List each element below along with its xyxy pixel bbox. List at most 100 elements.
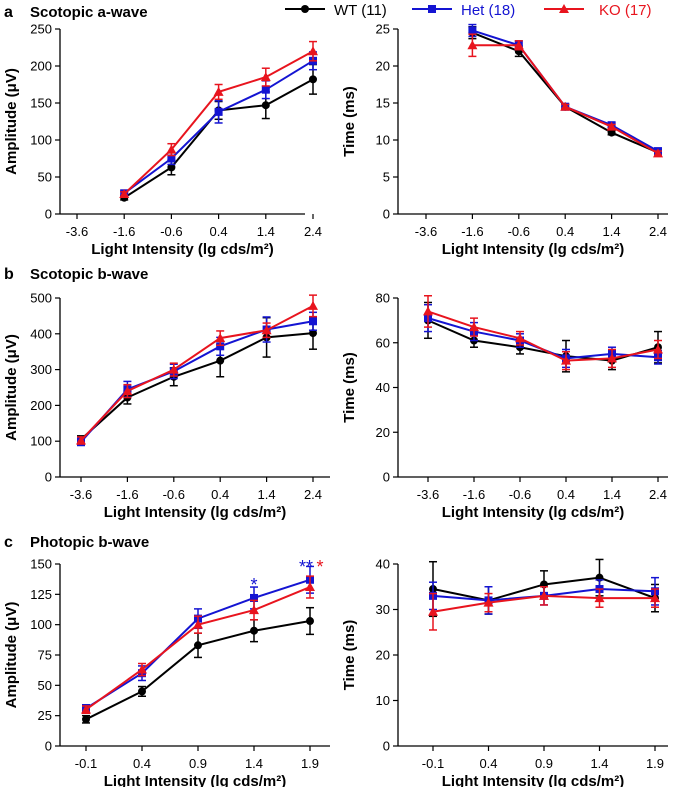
legend-label-wt: WT (11): [334, 2, 387, 19]
series-het-b-amplitude: [77, 311, 317, 447]
data-point-het: [261, 85, 270, 94]
data-point-ko: [249, 605, 259, 615]
data-point-ko: [76, 435, 86, 445]
x-tick-label-a-amplitude: 2.4: [304, 224, 322, 239]
series-line-wt: [427, 319, 659, 362]
x-tick-label-a-time: -3.6: [415, 224, 437, 239]
x-tick-label-b-time: 1.4: [603, 487, 621, 502]
significance-marker-c-amplitude: *: [250, 575, 257, 595]
series-ko-b-amplitude: [76, 294, 318, 445]
y-tick-label-c-time: 10: [376, 693, 390, 708]
data-point-ko: [119, 189, 130, 199]
data-point-wt: [82, 715, 90, 724]
data-point-ko: [166, 144, 177, 154]
data-point-het: [216, 342, 225, 351]
panel-a-letter: a: [4, 4, 13, 21]
y-tick-label-a-time: 5: [383, 170, 390, 185]
series-ko-c-amplitude: [81, 575, 315, 714]
data-point-wt: [138, 687, 146, 696]
y-tick-label-c-amplitude: 25: [38, 708, 52, 723]
data-point-wt: [309, 75, 317, 84]
x-tick-label-c-amplitude: 0.9: [189, 756, 207, 771]
series-ko-a-amplitude: [119, 40, 318, 199]
x-tick-label-a-amplitude: -1.6: [113, 224, 135, 239]
data-point-wt: [194, 641, 202, 650]
series-ko-b-time: [423, 295, 663, 371]
x-tick-label-a-time: 2.4: [649, 224, 667, 239]
significance-marker-c-amplitude: **: [299, 557, 313, 577]
series-wt-b-time: [424, 301, 662, 373]
data-point-ko: [607, 353, 617, 363]
y-tick-label-c-time: 0: [383, 739, 390, 754]
y-tick-label-a-amplitude: 0: [45, 207, 52, 222]
plot-b-amplitude: 0 100 200 300 400 500 -3.6 -1.6 -0.6 0.4 1.4 2.4 Lig…: [3, 291, 330, 521]
legend-marker-het: [428, 5, 436, 13]
x-tick-label-b-amplitude: -0.6: [163, 487, 185, 502]
x-tick-label-b-time: 0.4: [557, 487, 575, 502]
y-tick-label-c-amplitude: 125: [30, 587, 52, 602]
panel-c-title: Photopic b-wave: [30, 534, 149, 551]
x-tick-label-c-amplitude: -0.1: [75, 756, 97, 771]
legend-entry-ko: KO (17): [544, 2, 652, 19]
y-tick-label-a-time: 25: [376, 22, 390, 37]
x-axis-label-a-amplitude: Light Intensity (lg cds/m²): [91, 241, 274, 258]
legend-marker-wt: [301, 5, 309, 13]
series-line-het: [472, 29, 659, 152]
x-axis-label-a-time: Light Intensity (lg cds/m²): [442, 241, 625, 258]
y-tick-label-a-amplitude: 150: [30, 96, 52, 111]
series-het-a-time: [468, 23, 662, 156]
data-point-wt: [309, 329, 317, 338]
x-axis-label-c-time: Light Intensity (lg cds/m²): [442, 773, 625, 787]
x-tick-label-b-amplitude: 2.4: [304, 487, 322, 502]
plot-c-time: 0 10 20 30 40 -0.1 0.4 0.9 1.4 1.9 Light Intensity…: [341, 557, 668, 790]
data-point-ko: [308, 46, 318, 56]
panel-b-letter: b: [4, 266, 14, 283]
data-point-ko: [561, 355, 571, 365]
x-tick-label-b-amplitude: 0.4: [211, 487, 229, 502]
x-tick-label-b-amplitude: -1.6: [116, 487, 138, 502]
x-axis-label-c-amplitude: Light Intensity (lg cds/m²): [104, 773, 287, 787]
x-tick-label-a-time: 0.4: [556, 224, 574, 239]
data-point-ko: [168, 364, 179, 374]
x-tick-label-b-amplitude: -3.6: [70, 487, 92, 502]
significance-marker-c-amplitude: *: [316, 557, 323, 577]
panel-c-letter: c: [4, 534, 13, 551]
data-point-wt: [250, 626, 258, 635]
x-tick-label-a-amplitude: 1.4: [257, 224, 275, 239]
y-tick-label-a-amplitude: 250: [30, 22, 52, 37]
data-point-ko: [539, 590, 549, 600]
x-tick-label-a-time: -0.6: [508, 224, 530, 239]
legend-label-ko: KO (17): [599, 2, 652, 19]
legend-label-het: Het (18): [461, 2, 515, 19]
series-ko-c-time: [428, 586, 660, 631]
data-point-ko: [81, 704, 91, 714]
y-tick-label-a-time: 15: [376, 96, 390, 111]
data-point-het: [468, 26, 477, 35]
data-point-ko: [215, 333, 226, 343]
series-het-a-amplitude: [120, 51, 317, 198]
y-axis-label-a-amplitude: Amplitude (μV): [3, 68, 20, 175]
y-tick-label-c-time: 40: [376, 557, 390, 572]
data-point-ko: [260, 72, 271, 82]
data-point-ko: [193, 619, 203, 629]
data-point-ko: [308, 300, 318, 310]
y-tick-label-b-amplitude: 0: [45, 470, 52, 485]
y-tick-label-c-amplitude: 0: [45, 739, 52, 754]
y-tick-label-b-amplitude: 500: [30, 291, 52, 306]
x-tick-label-c-time: 0.4: [479, 756, 497, 771]
data-point-het: [167, 154, 176, 163]
x-tick-label-b-time: -0.6: [509, 487, 531, 502]
data-point-ko: [606, 121, 617, 131]
data-point-ko: [513, 40, 524, 50]
series-ko-a-time: [467, 33, 663, 158]
y-tick-label-a-amplitude: 200: [30, 59, 52, 74]
y-tick-label-c-time: 30: [376, 602, 390, 617]
series-het-b-time: [424, 303, 662, 369]
x-axis-label-b-time: Light Intensity (lg cds/m²): [442, 504, 625, 521]
series-wt-b-amplitude: [77, 316, 317, 444]
x-tick-label-c-time: 0.9: [535, 756, 553, 771]
data-point-het: [250, 593, 258, 602]
x-tick-label-c-amplitude: 0.4: [133, 756, 151, 771]
